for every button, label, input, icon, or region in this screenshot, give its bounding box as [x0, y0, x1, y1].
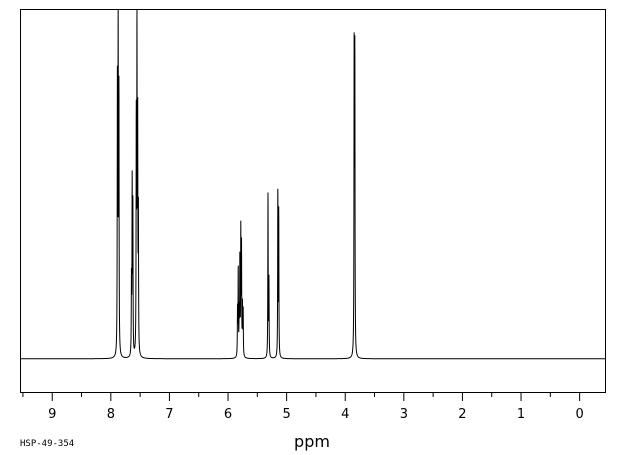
tick-label: 8	[107, 407, 115, 422]
tick-label: 7	[165, 407, 173, 422]
tick-label: 3	[400, 407, 408, 422]
minor-ticks	[22, 392, 551, 397]
spectrum-id-label: HSP-49-354	[20, 439, 74, 449]
tick-label: 2	[458, 407, 466, 422]
spectrum-trace	[20, 9, 606, 360]
tick-label: 0	[575, 407, 583, 422]
x-axis-title: ppm	[294, 432, 330, 451]
plot-frame	[20, 9, 606, 393]
tick-label: 4	[341, 407, 349, 422]
tick-label: 9	[48, 407, 56, 422]
major-ticks	[51, 392, 581, 401]
tick-labels: 9 8 7 6 5 4 3 2 1 0	[48, 407, 584, 422]
tick-label: 6	[224, 407, 232, 422]
tick-label: 1	[517, 407, 525, 422]
tick-label: 5	[282, 407, 290, 422]
